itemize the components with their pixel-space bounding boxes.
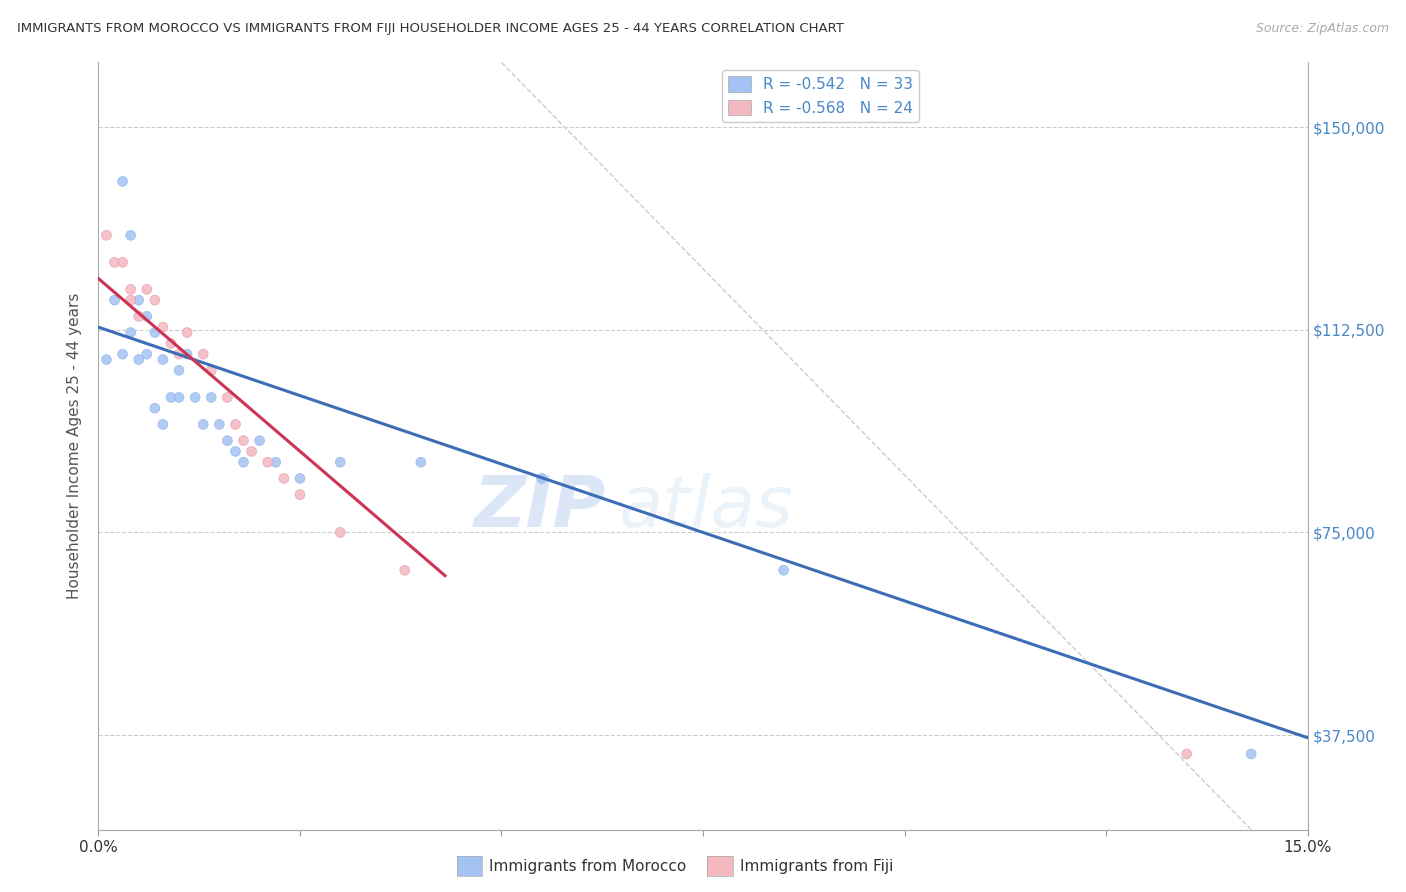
Immigrants from Morocco	[772, 563, 794, 577]
Immigrants from Morocco	[409, 455, 432, 469]
Immigrants from Fiji	[111, 255, 134, 269]
Immigrants from Fiji	[256, 455, 278, 469]
Immigrants from Fiji	[167, 347, 190, 361]
Immigrants from Fiji	[273, 471, 295, 485]
Immigrants from Morocco	[200, 390, 222, 404]
Immigrants from Morocco	[96, 352, 118, 367]
Immigrants from Morocco	[167, 390, 190, 404]
Immigrants from Morocco	[184, 390, 207, 404]
Immigrants from Morocco	[224, 444, 246, 458]
Text: IMMIGRANTS FROM MOROCCO VS IMMIGRANTS FROM FIJI HOUSEHOLDER INCOME AGES 25 - 44 : IMMIGRANTS FROM MOROCCO VS IMMIGRANTS FR…	[17, 22, 844, 36]
Immigrants from Fiji	[329, 525, 352, 540]
Immigrants from Morocco	[1240, 747, 1263, 761]
Legend: R = -0.542   N = 33, R = -0.568   N = 24: R = -0.542 N = 33, R = -0.568 N = 24	[721, 70, 920, 122]
Immigrants from Morocco	[111, 174, 134, 188]
Immigrants from Morocco	[193, 417, 215, 432]
Text: Immigrants from Morocco: Immigrants from Morocco	[489, 859, 686, 873]
Immigrants from Fiji	[193, 347, 215, 361]
Text: atlas: atlas	[619, 473, 793, 541]
Immigrants from Morocco	[128, 293, 150, 307]
Immigrants from Morocco	[120, 228, 142, 243]
Immigrants from Fiji	[224, 417, 246, 432]
Immigrants from Fiji	[120, 293, 142, 307]
Immigrants from Morocco	[152, 352, 174, 367]
Immigrants from Morocco	[103, 293, 125, 307]
Immigrants from Fiji	[394, 563, 416, 577]
Immigrants from Fiji	[176, 326, 198, 340]
Y-axis label: Householder Income Ages 25 - 44 years: Householder Income Ages 25 - 44 years	[67, 293, 83, 599]
Immigrants from Morocco	[208, 417, 231, 432]
Immigrants from Morocco	[264, 455, 287, 469]
Immigrants from Morocco	[217, 434, 239, 448]
Immigrants from Fiji	[217, 390, 239, 404]
Immigrants from Morocco	[135, 347, 157, 361]
Immigrants from Morocco	[176, 347, 198, 361]
Immigrants from Fiji	[103, 255, 125, 269]
Immigrants from Fiji	[232, 434, 254, 448]
Immigrants from Morocco	[143, 326, 166, 340]
Immigrants from Morocco	[329, 455, 352, 469]
Immigrants from Fiji	[200, 363, 222, 377]
Immigrants from Morocco	[120, 326, 142, 340]
Immigrants from Morocco	[135, 310, 157, 324]
Immigrants from Morocco	[232, 455, 254, 469]
Immigrants from Morocco	[167, 363, 190, 377]
Immigrants from Fiji	[240, 444, 263, 458]
Immigrants from Fiji	[1175, 747, 1198, 761]
Immigrants from Morocco	[111, 347, 134, 361]
Immigrants from Fiji	[160, 336, 183, 351]
Immigrants from Fiji	[152, 320, 174, 334]
Immigrants from Fiji	[96, 228, 118, 243]
Immigrants from Fiji	[128, 310, 150, 324]
Immigrants from Morocco	[288, 471, 311, 485]
Immigrants from Fiji	[120, 282, 142, 296]
Immigrants from Fiji	[135, 282, 157, 296]
Immigrants from Morocco	[152, 417, 174, 432]
Text: Immigrants from Fiji: Immigrants from Fiji	[740, 859, 893, 873]
Immigrants from Morocco	[160, 390, 183, 404]
Immigrants from Fiji	[143, 293, 166, 307]
Text: Source: ZipAtlas.com: Source: ZipAtlas.com	[1256, 22, 1389, 36]
Text: ZIP: ZIP	[474, 473, 606, 541]
Immigrants from Morocco	[249, 434, 271, 448]
Immigrants from Morocco	[143, 401, 166, 416]
Immigrants from Fiji	[288, 488, 311, 502]
Immigrants from Morocco	[128, 352, 150, 367]
Immigrants from Morocco	[530, 471, 553, 485]
